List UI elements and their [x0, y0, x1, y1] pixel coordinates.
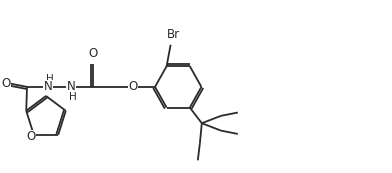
- Text: O: O: [88, 47, 98, 60]
- Text: H: H: [69, 92, 76, 102]
- Text: O: O: [129, 80, 138, 93]
- Text: N: N: [44, 80, 52, 93]
- Text: O: O: [2, 77, 11, 90]
- Text: N: N: [67, 80, 75, 93]
- Text: Br: Br: [167, 28, 180, 41]
- Text: H: H: [45, 74, 53, 84]
- Text: O: O: [26, 130, 35, 143]
